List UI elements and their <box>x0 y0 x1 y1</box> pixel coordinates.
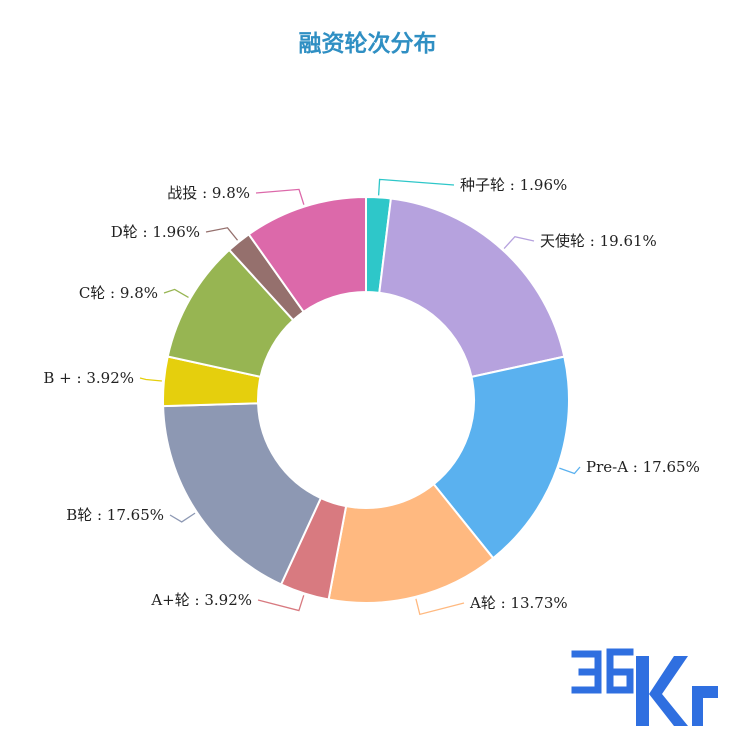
slice-label-5: A+轮 : 3.92% <box>150 591 252 609</box>
leader-line-8 <box>163 288 189 298</box>
slice-label-2: 天使轮 : 19.61% <box>540 232 657 250</box>
leader-line-9 <box>205 227 239 241</box>
chart-title: 融资轮次分布 <box>298 31 437 57</box>
slice-label-6: B轮 : 17.65% <box>66 506 164 524</box>
36kr-logo <box>571 648 718 726</box>
slice-3 <box>432 355 570 560</box>
leader-line-4 <box>415 598 465 616</box>
slice-label-4: A轮 : 13.73% <box>469 594 568 612</box>
slice-2 <box>378 197 566 379</box>
slice-10 <box>247 195 367 314</box>
slice-label-10: 战投 : 9.8% <box>167 184 250 202</box>
slice-6 <box>162 402 323 586</box>
slice-label-8: C轮 : 9.8% <box>79 284 158 302</box>
leader-line-2 <box>503 235 535 249</box>
leader-line-6 <box>169 512 196 523</box>
slice-label-1: 种子轮 : 1.96% <box>460 176 567 194</box>
slice-label-3: Pre-A : 17.65% <box>586 458 700 476</box>
slice-label-7: B + : 3.92% <box>43 369 134 387</box>
leader-line-7 <box>139 377 162 382</box>
leader-line-1 <box>377 178 455 196</box>
leader-line-10 <box>255 188 305 205</box>
slice-label-9: D轮 : 1.96% <box>111 223 200 241</box>
leader-line-3 <box>559 466 581 475</box>
leader-line-5 <box>257 595 305 612</box>
